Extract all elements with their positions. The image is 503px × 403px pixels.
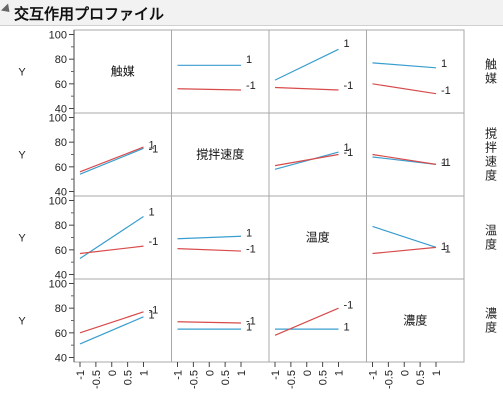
- y-axis-label: Y: [18, 150, 26, 162]
- y-tick-label: 100: [49, 113, 67, 125]
- series-level-label: 1: [149, 207, 155, 219]
- x-tick-label: -1: [270, 370, 282, 380]
- x-tick-label: 0: [107, 370, 119, 376]
- series-level-label: 1: [246, 228, 252, 240]
- series-line-level-minus-1: [177, 248, 242, 252]
- y-tick-label: 100: [49, 279, 67, 291]
- series-level-label: -1: [149, 143, 159, 155]
- y-tick-label: 60: [55, 328, 67, 340]
- series-level-label: -1: [149, 304, 159, 316]
- x-tick-label: -1: [75, 370, 87, 380]
- y-axis-label: Y: [18, 67, 26, 79]
- series-line-level-minus-1: [79, 146, 144, 173]
- x-tick-label: 0.5: [415, 370, 427, 385]
- diagonal-factor-name: 濃度: [403, 313, 427, 328]
- x-tick-label: 0: [204, 370, 216, 376]
- y-tick-label: 80: [55, 54, 67, 66]
- y-tick-label: 80: [55, 220, 67, 232]
- series-line-level-minus-1: [79, 311, 144, 334]
- series-level-label: 1: [149, 140, 155, 152]
- report-header: 交互作用プロファイル: [0, 0, 503, 26]
- series-level-label: 1: [344, 142, 350, 154]
- series-level-label: 1: [441, 157, 447, 169]
- row-factor-label: 温度: [485, 224, 497, 252]
- series-level-label: 1: [441, 58, 447, 70]
- diagonal-factor-name: 触媒: [111, 65, 135, 79]
- series-level-label: -1: [344, 147, 354, 159]
- series-level-label: 1: [344, 38, 350, 50]
- y-tick-label: 40: [55, 353, 67, 365]
- series-level-label: -1: [246, 316, 256, 328]
- series-line-level-1: [372, 62, 437, 69]
- series-line-level-1: [274, 151, 339, 170]
- series-line-level-1: [274, 48, 339, 81]
- x-tick-label: -1: [173, 370, 185, 380]
- x-tick-label: -0.5: [91, 370, 103, 389]
- row-factor-label: 濃度: [485, 307, 497, 335]
- series-level-label: 1: [246, 54, 252, 66]
- x-tick-label: -0.5: [383, 370, 395, 389]
- y-tick-label: 40: [55, 104, 67, 116]
- diagonal-factor-name: 温度: [306, 230, 330, 245]
- y-tick-label: 100: [49, 30, 67, 42]
- x-tick-label: 0: [302, 370, 314, 376]
- x-tick-label: 0: [399, 370, 411, 376]
- series-level-label: 1: [149, 309, 155, 321]
- series-level-label: -1: [344, 299, 354, 311]
- series-line-level-minus-1: [177, 88, 242, 91]
- x-tick-label: -0.5: [188, 370, 200, 389]
- series-line-level-1: [372, 225, 437, 248]
- series-level-label: -1: [441, 85, 451, 97]
- series-line-level-minus-1: [372, 246, 437, 255]
- series-line-level-minus-1: [79, 245, 144, 255]
- series-level-label: -1: [149, 236, 159, 248]
- y-tick-label: 60: [55, 79, 67, 91]
- series-level-label: -1: [441, 157, 451, 169]
- series-line-level-minus-1: [274, 86, 339, 91]
- series-level-label: 1: [441, 241, 447, 253]
- row-factor-label: 撹拌速度: [485, 127, 497, 183]
- series-level-label: -1: [441, 244, 451, 256]
- x-tick-label: 1: [334, 370, 346, 376]
- series-level-label: 1: [344, 322, 350, 334]
- x-tick-label: -0.5: [286, 370, 298, 389]
- diagonal-factor-name: 撹拌速度: [196, 147, 244, 162]
- y-tick-label: 80: [55, 303, 67, 315]
- y-tick-label: 40: [55, 187, 67, 199]
- series-line-level-1: [79, 147, 144, 175]
- series-line-level-minus-1: [177, 321, 242, 324]
- y-tick-label: 60: [55, 245, 67, 257]
- report-title: 交互作用プロファイル: [14, 5, 165, 23]
- series-line-level-minus-1: [274, 153, 339, 167]
- x-tick-label: -1: [368, 370, 380, 380]
- series-line-level-minus-1: [372, 83, 437, 95]
- series-line-level-1: [177, 235, 242, 240]
- series-level-label: -1: [246, 244, 256, 256]
- y-tick-label: 100: [49, 196, 67, 208]
- y-tick-label: 80: [55, 137, 67, 149]
- series-level-label: 1: [246, 322, 252, 334]
- series-line-level-1: [79, 316, 144, 345]
- y-tick-label: 60: [55, 162, 67, 174]
- x-tick-label: 1: [431, 370, 443, 376]
- row-factor-label: 触媒: [485, 58, 497, 86]
- y-axis-label: Y: [18, 316, 26, 328]
- y-axis-label: Y: [18, 233, 26, 245]
- x-tick-label: 0.5: [123, 370, 135, 385]
- series-level-label: -1: [344, 80, 354, 92]
- series-line-level-minus-1: [274, 307, 339, 336]
- series-line-level-minus-1: [372, 153, 437, 165]
- series-line-level-1: [79, 216, 144, 259]
- x-tick-label: 0.5: [220, 370, 232, 385]
- x-tick-label: 0.5: [318, 370, 330, 385]
- y-tick-label: 40: [55, 270, 67, 282]
- series-level-label: -1: [246, 80, 256, 92]
- x-tick-label: 1: [139, 370, 151, 376]
- x-tick-label: 1: [236, 370, 248, 376]
